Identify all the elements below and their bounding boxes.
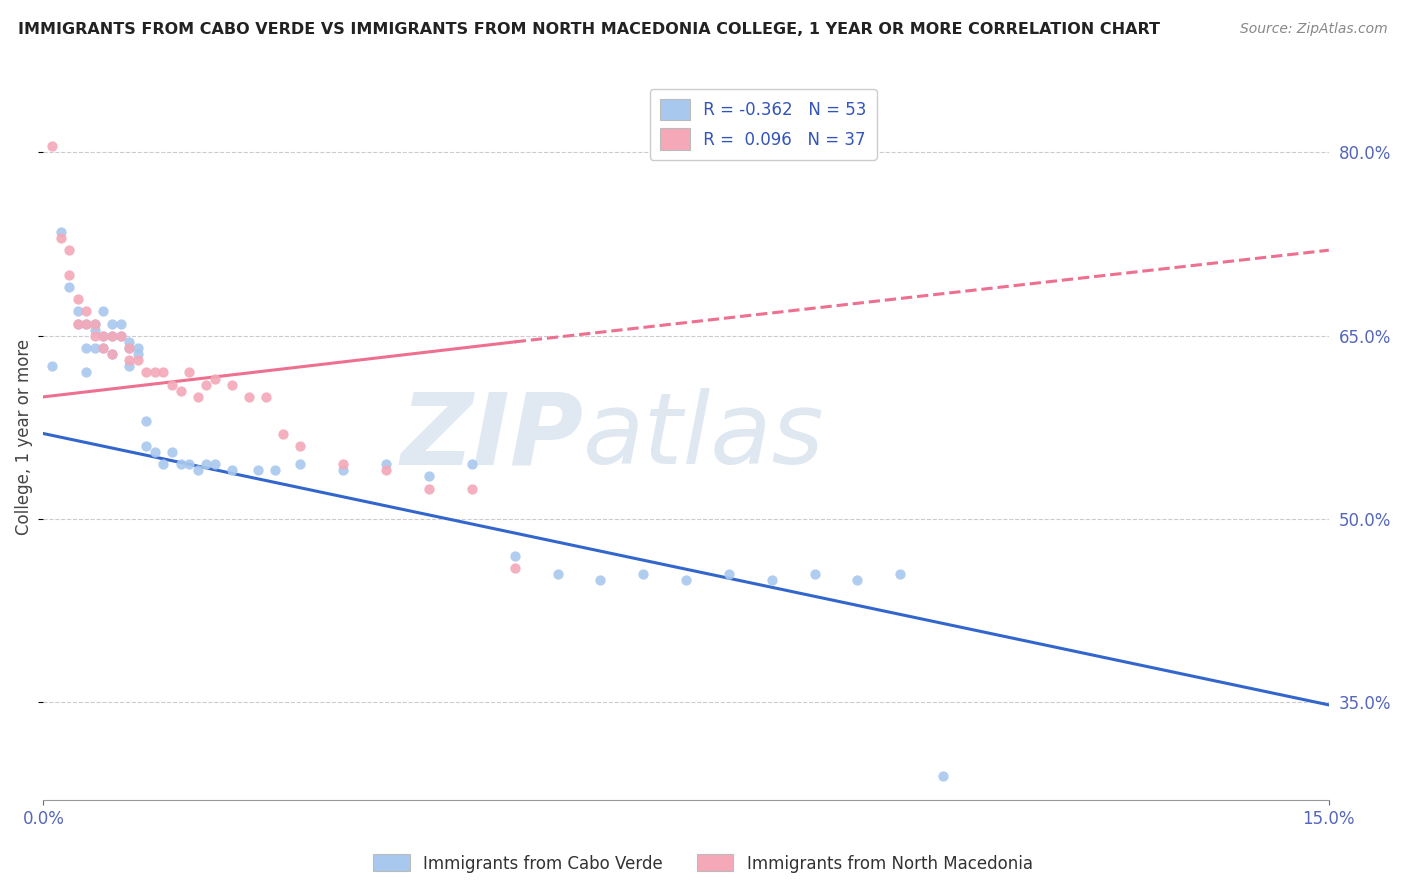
Legend: Immigrants from Cabo Verde, Immigrants from North Macedonia: Immigrants from Cabo Verde, Immigrants f… (367, 847, 1039, 880)
Point (160, 445, 183, 459)
Point (846, 573, 869, 587)
Point (93, 328, 115, 343)
Point (332, 457, 354, 471)
Point (160, 377, 183, 392)
Point (204, 371, 226, 385)
Point (135, 414, 157, 428)
Point (143, 366, 166, 380)
Point (118, 341, 141, 355)
Point (83, 317, 105, 331)
Text: Source: ZipAtlas.com: Source: ZipAtlas.com (1240, 22, 1388, 37)
Point (101, 328, 124, 343)
Point (889, 567, 911, 582)
Point (195, 457, 218, 471)
Point (221, 463, 243, 477)
Text: ZIP: ZIP (401, 388, 583, 485)
Point (118, 334, 141, 349)
Point (177, 457, 200, 471)
Point (135, 366, 157, 380)
Point (75, 304, 97, 318)
Text: atlas: atlas (583, 388, 825, 485)
Point (246, 463, 269, 477)
Point (93, 304, 115, 318)
Point (101, 317, 124, 331)
Point (118, 341, 141, 355)
Point (41, 139, 63, 153)
Point (187, 463, 209, 477)
Point (238, 390, 260, 404)
Point (204, 457, 226, 471)
Point (461, 482, 484, 496)
Point (49, 225, 72, 239)
Point (290, 457, 312, 471)
Point (110, 328, 132, 343)
Point (503, 549, 526, 563)
Point (118, 353, 141, 368)
Point (66, 317, 89, 331)
Point (761, 573, 783, 587)
Point (58, 244, 80, 258)
Point (83, 323, 105, 337)
Point (101, 328, 124, 343)
Point (75, 366, 97, 380)
Point (187, 390, 209, 404)
Point (66, 292, 89, 306)
Point (332, 463, 354, 477)
Point (83, 341, 105, 355)
Point (717, 567, 740, 582)
Point (932, 769, 955, 783)
Point (589, 573, 612, 587)
Point (461, 457, 484, 471)
Point (66, 317, 89, 331)
Point (58, 268, 80, 282)
Point (169, 384, 191, 398)
Point (273, 426, 295, 441)
Point (221, 377, 243, 392)
Point (152, 366, 174, 380)
Point (127, 341, 149, 355)
Point (135, 439, 157, 453)
Point (263, 463, 285, 477)
Point (110, 328, 132, 343)
Point (75, 317, 97, 331)
Point (503, 561, 526, 575)
Point (177, 366, 200, 380)
Point (41, 359, 63, 374)
Point (195, 377, 218, 392)
Point (101, 347, 124, 361)
Point (127, 353, 149, 368)
Point (75, 317, 97, 331)
Point (83, 317, 105, 331)
Point (101, 347, 124, 361)
Point (49, 231, 72, 245)
Text: IMMIGRANTS FROM CABO VERDE VS IMMIGRANTS FROM NORTH MACEDONIA COLLEGE, 1 YEAR OR: IMMIGRANTS FROM CABO VERDE VS IMMIGRANTS… (18, 22, 1160, 37)
Point (83, 328, 105, 343)
Point (93, 328, 115, 343)
Point (418, 469, 440, 483)
Point (93, 341, 115, 355)
Point (169, 457, 191, 471)
Point (110, 317, 132, 331)
Point (375, 463, 398, 477)
Point (547, 567, 569, 582)
Point (66, 304, 89, 318)
Point (803, 567, 825, 582)
Point (254, 390, 277, 404)
Y-axis label: College, 1 year or more: College, 1 year or more (15, 339, 32, 534)
Point (290, 439, 312, 453)
Point (675, 573, 697, 587)
Point (75, 341, 97, 355)
Point (93, 341, 115, 355)
Point (633, 567, 655, 582)
Point (143, 445, 166, 459)
Point (418, 482, 440, 496)
Point (375, 457, 398, 471)
Legend:  R = -0.362   N = 53,  R =  0.096   N = 37: R = -0.362 N = 53, R = 0.096 N = 37 (650, 88, 876, 160)
Point (152, 457, 174, 471)
Point (118, 359, 141, 374)
Point (58, 280, 80, 294)
Point (127, 347, 149, 361)
